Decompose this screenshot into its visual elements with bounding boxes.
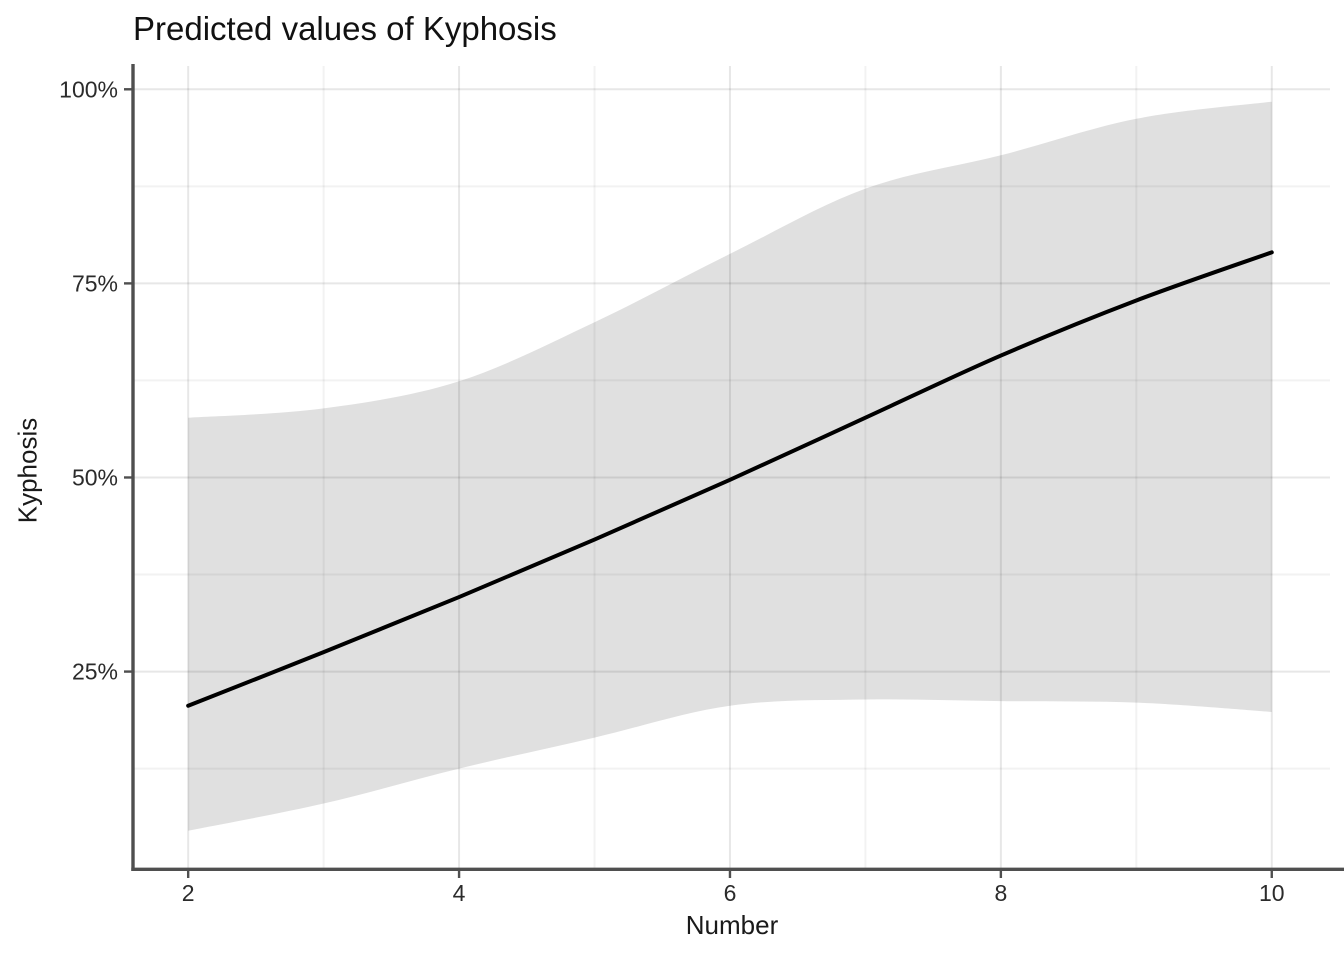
y-tick-label: 75% [72, 270, 118, 296]
x-axis-title: Number [685, 910, 779, 940]
x-tick-label: 8 [994, 880, 1007, 906]
x-tick-label: 6 [724, 880, 737, 906]
x-tick-label: 10 [1259, 880, 1285, 906]
chart-title: Predicted values of Kyphosis [133, 10, 557, 47]
x-tick-label: 4 [453, 880, 466, 906]
confidence-ribbon [188, 101, 1272, 831]
x-tick-label: 2 [182, 880, 195, 906]
prediction-line [186, 250, 1274, 708]
y-tick-label: 25% [72, 659, 118, 685]
y-tick-label: 50% [72, 464, 118, 490]
y-tick-label: 100% [59, 76, 118, 102]
